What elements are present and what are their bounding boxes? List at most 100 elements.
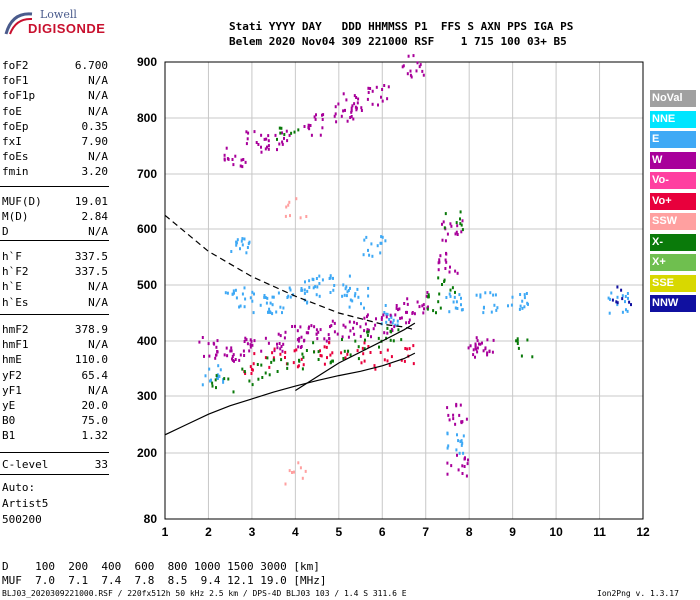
echo-mark-w: [263, 137, 266, 141]
echo-mark-w: [296, 329, 299, 333]
param-value: 378.9: [74, 323, 108, 336]
echo-mark-w: [214, 356, 217, 360]
echo-mark-vo: [323, 345, 326, 349]
param-fmin: fmin 3.20: [2, 165, 108, 179]
echo-mark-e: [446, 432, 449, 436]
parameter-panel: foF2 6.700 foF1 N/A foF1p N/A foE N/A foEp 0.35 fx…: [0, 0, 110, 530]
echo-mark-w: [448, 270, 451, 274]
echo-mark-e: [367, 248, 369, 252]
echo-mark-x: [341, 338, 343, 341]
echo-mark-ssw: [305, 215, 308, 218]
param-value: N/A: [88, 295, 108, 309]
param-name: foF1: [2, 74, 29, 88]
echo-mark-w: [418, 65, 421, 69]
echo-mark-vo: [383, 358, 386, 362]
echo-mark-w: [481, 341, 483, 345]
echo-mark-w: [377, 103, 379, 107]
echo-mark-x: [400, 338, 403, 342]
echo-mark-e: [329, 291, 332, 294]
echo-mark-x: [298, 359, 301, 363]
echo-mark-w: [397, 308, 399, 312]
echo-mark-e: [303, 291, 306, 295]
echo-mark-w: [230, 349, 233, 353]
echo-mark-e: [607, 296, 610, 300]
echo-mark-x: [347, 349, 350, 353]
echo-mark-w: [371, 89, 374, 93]
echo-mark-w: [467, 458, 469, 462]
lowell-digisonde-logo: Lowell DIGISONDE: [0, 6, 110, 40]
x-tick-label: 10: [549, 525, 563, 539]
echo-mark-w: [276, 346, 279, 350]
echo-mark-e: [479, 293, 482, 297]
echo-mark-vo: [320, 354, 323, 358]
echo-mark-w: [449, 222, 452, 226]
echo-mark-w: [455, 404, 458, 408]
echo-mark-w: [422, 73, 425, 77]
echo-mark-w: [383, 84, 386, 87]
echo-mark-w: [348, 320, 351, 324]
echo-mark-e: [363, 238, 366, 242]
echo-mark-ssw: [287, 203, 290, 207]
echo-mark-w: [345, 98, 348, 102]
echo-mark-w: [260, 150, 263, 154]
echo-mark-w: [231, 355, 234, 358]
echo-mark-e: [303, 288, 306, 292]
echo-mark-x: [437, 276, 440, 280]
echo-mark-w: [371, 102, 374, 106]
echo-mark-w: [382, 313, 385, 317]
echo-mark-e: [482, 306, 485, 310]
echo-mark-ssw: [297, 461, 300, 465]
echo-mark-w: [198, 340, 201, 344]
echo-mark-w: [203, 354, 205, 358]
echo-mark-x: [526, 338, 529, 342]
echo-mark-w: [215, 353, 217, 357]
param-name: foEs: [2, 150, 29, 164]
echo-mark-e: [219, 368, 222, 372]
echo-mark-x: [279, 131, 282, 135]
echo-mark-e: [521, 306, 524, 310]
echo-mark-vo: [300, 357, 303, 361]
echo-mark-w: [246, 137, 249, 141]
echo-mark-e: [300, 288, 303, 292]
echo-mark-w: [456, 224, 459, 228]
echo-mark-w: [255, 141, 258, 144]
echo-mark-e: [251, 299, 254, 303]
echo-mark-ssw: [288, 200, 291, 204]
echo-mark-w: [240, 158, 243, 162]
logo-bottom-text: DIGISONDE: [28, 21, 106, 36]
echo-mark-w: [460, 421, 463, 425]
echo-mark-e: [368, 253, 371, 257]
echo-mark-x: [357, 345, 360, 349]
echo-mark-e: [243, 237, 246, 241]
x-tick-label: 11: [593, 525, 606, 539]
echo-mark-w: [460, 230, 463, 234]
x-tick-label: 9: [509, 525, 516, 539]
echo-mark-e: [239, 304, 242, 308]
legend-item-e: E: [650, 131, 696, 148]
echo-mark-w: [260, 133, 263, 137]
echo-mark-w: [322, 113, 325, 117]
echo-mark-e: [271, 295, 274, 299]
echo-mark-x: [366, 333, 369, 337]
echo-mark-vo: [412, 362, 415, 366]
echo-mark-w: [276, 342, 278, 346]
echo-mark-e: [216, 375, 218, 379]
param-name: hmE: [2, 353, 22, 367]
echo-mark-w: [281, 140, 284, 144]
echo-mark-w: [389, 320, 392, 324]
echo-mark-e: [264, 296, 267, 299]
echo-mark-e: [484, 291, 487, 295]
echo-mark-e: [616, 295, 619, 299]
ionogram-chart: 1 2 3 4 5 6 7 8 9 10 11 128020030040050060070080090…: [137, 54, 650, 539]
echo-mark-e: [268, 307, 271, 311]
echo-mark-x: [280, 358, 283, 362]
echo-mark-w: [234, 154, 237, 158]
echo-mark-e: [627, 296, 629, 300]
echo-mark-w: [469, 344, 472, 348]
echo-mark-e: [243, 305, 246, 309]
echo-mark-w: [416, 300, 419, 304]
echo-mark-w: [325, 339, 328, 343]
echo-mark-e: [226, 291, 229, 295]
echo-mark-w: [249, 343, 252, 347]
echo-mark-w: [352, 117, 355, 121]
